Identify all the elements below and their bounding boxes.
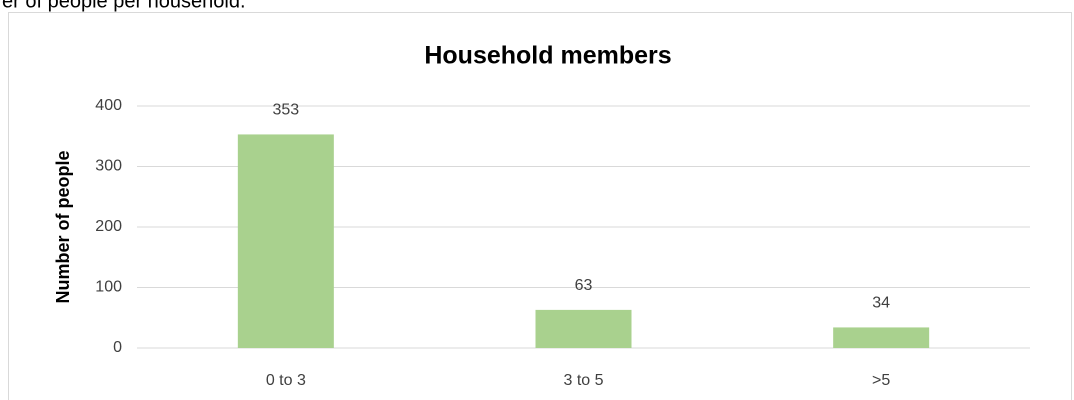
- x-tick-label: >5: [872, 372, 890, 389]
- bar: [237, 134, 334, 348]
- y-tick-label: 200: [95, 218, 122, 235]
- page-text: er of people per household.: [2, 0, 246, 12]
- x-tick-label: 0 to 3: [266, 372, 306, 389]
- data-label: 63: [575, 277, 593, 294]
- bar: [833, 327, 930, 348]
- data-label: 34: [872, 295, 890, 312]
- y-tick-label: 300: [95, 158, 122, 175]
- chart-title: Household members: [424, 42, 671, 70]
- y-tick-label: 0: [113, 339, 122, 356]
- data-label: 353: [272, 102, 299, 119]
- y-tick-label: 400: [95, 97, 122, 114]
- y-tick-label: 100: [95, 279, 122, 296]
- y-axis-label: Number of people: [53, 150, 73, 303]
- bar: [535, 309, 632, 348]
- x-tick-label: 3 to 5: [563, 372, 603, 389]
